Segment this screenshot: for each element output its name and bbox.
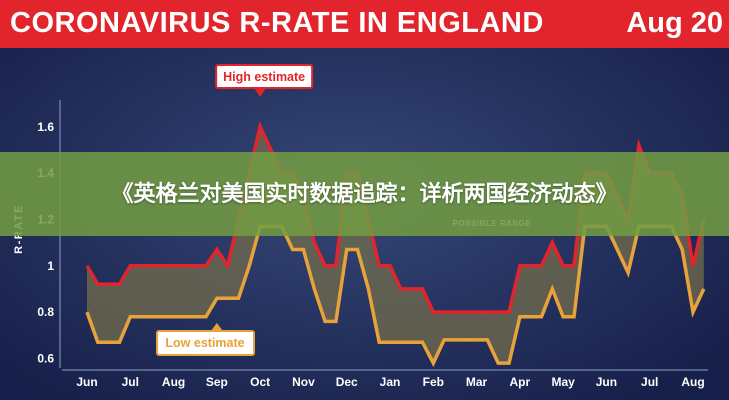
y-tick-label: 1 — [47, 259, 54, 273]
x-tick-label: Jun — [596, 375, 617, 389]
x-tick-label: Apr — [510, 375, 531, 389]
title-bar: CORONAVIRUS R-RATE IN ENGLAND Aug 20 — [0, 0, 729, 48]
x-tick-label: Nov — [292, 375, 315, 389]
possible-range-band — [87, 126, 704, 364]
high-estimate-label: High estimate — [223, 70, 305, 84]
caption-overlay: 《英格兰对美国实时数据追踪：详析两国经济动态》 — [0, 152, 729, 236]
y-tick-label: 0.8 — [37, 305, 54, 319]
x-tick-label: Mar — [466, 375, 488, 389]
x-tick-label: Jul — [122, 375, 139, 389]
x-tick-label: Jan — [380, 375, 401, 389]
x-tick-label: May — [551, 375, 575, 389]
low-estimate-label: Low estimate — [165, 336, 244, 350]
x-tick-label: Jun — [76, 375, 97, 389]
x-tick-label: Aug — [162, 375, 185, 389]
x-tick-label: Sep — [206, 375, 228, 389]
x-tick-label: Oct — [250, 375, 270, 389]
chart-title: CORONAVIRUS R-RATE IN ENGLAND — [10, 7, 544, 39]
x-tick-label: Feb — [423, 375, 444, 389]
chart-date: Aug 20 — [626, 7, 723, 39]
x-tick-label: Aug — [681, 375, 704, 389]
x-tick-label: Dec — [336, 375, 358, 389]
y-tick-label: 1.6 — [37, 120, 54, 134]
range-band-area — [87, 126, 704, 364]
caption-text: 《英格兰对美国实时数据追踪：详析两国经济动态》 — [111, 181, 618, 207]
y-tick-label: 0.6 — [37, 351, 54, 365]
low-estimate-callout: Low estimate — [156, 323, 255, 356]
high-estimate-callout: High estimate — [215, 64, 314, 97]
x-tick-label: Jul — [641, 375, 658, 389]
